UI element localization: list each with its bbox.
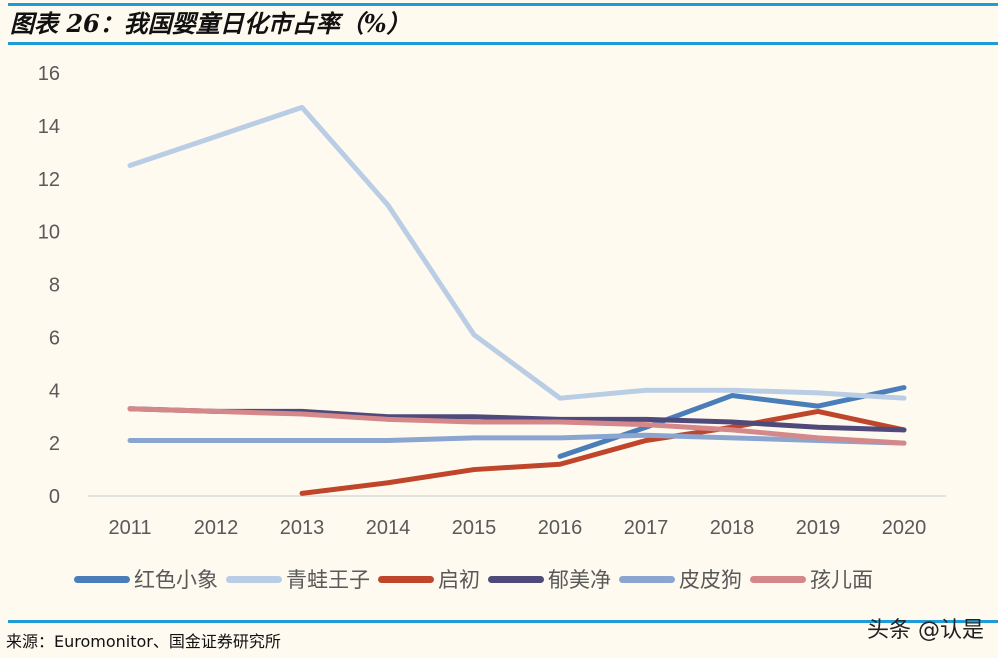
legend-swatch	[750, 575, 806, 583]
legend-label: 孩儿面	[810, 568, 873, 592]
series-line-5	[127, 432, 907, 446]
legend-item: 孩儿面	[750, 564, 873, 594]
x-tick-label: 2018	[710, 517, 755, 539]
legend-label: 郁美净	[548, 568, 611, 592]
source-note: 来源：Euromonitor、国金证券研究所	[6, 632, 281, 651]
legend-swatch	[378, 575, 434, 583]
y-tick-label: 10	[38, 222, 60, 244]
x-tick-label: 2014	[366, 517, 411, 539]
x-tick-label: 2020	[882, 517, 927, 539]
legend-swatch	[226, 575, 282, 583]
x-tick-label: 2019	[796, 517, 841, 539]
line-chart: 0 2 4 6 8 10 12 14 16 2011 2012 2013 2014 2015 2016 201…	[38, 63, 946, 539]
title-rule	[8, 42, 998, 45]
top-rule	[8, 3, 998, 6]
legend-item: 启初	[378, 564, 480, 594]
legend: 红色小象 青蛙王子 启初 郁美净 皮皮狗 孩儿面	[74, 564, 873, 594]
legend-item: 红色小象	[74, 564, 218, 594]
legend-label: 启初	[438, 568, 480, 592]
x-tick-label: 2017	[624, 517, 669, 539]
chart-title: 图表 26：我国婴童日化市占率（%）	[10, 9, 411, 38]
watermark: 头条 @认是	[867, 618, 984, 643]
y-tick-label: 2	[49, 433, 60, 455]
y-tick-label: 8	[49, 275, 60, 297]
legend-label: 青蛙王子	[286, 568, 370, 592]
legend-label: 红色小象	[134, 568, 218, 592]
legend-item: 皮皮狗	[619, 564, 742, 594]
x-tick-label: 2011	[108, 517, 151, 539]
y-tick-label: 14	[38, 116, 60, 138]
legend-swatch	[74, 575, 130, 583]
legend-item: 郁美净	[488, 564, 611, 594]
y-tick-label: 4	[49, 380, 60, 402]
series-line-6	[127, 406, 907, 446]
y-tick-label: 16	[38, 63, 60, 85]
x-tick-label: 2013	[280, 517, 325, 539]
legend-swatch	[619, 575, 675, 583]
y-tick-label: 12	[38, 169, 60, 191]
x-tick-label: 2012	[194, 517, 239, 539]
series-line-2	[127, 104, 907, 401]
footer-rule	[8, 620, 998, 623]
series-line-3	[299, 408, 907, 496]
y-tick-label: 6	[49, 327, 60, 349]
legend-swatch	[488, 575, 544, 583]
x-tick-label: 2015	[452, 517, 497, 539]
legend-item: 青蛙王子	[226, 564, 370, 594]
x-tick-label: 2016	[538, 517, 583, 539]
y-tick-label: 0	[49, 486, 60, 508]
legend-label: 皮皮狗	[679, 568, 742, 592]
